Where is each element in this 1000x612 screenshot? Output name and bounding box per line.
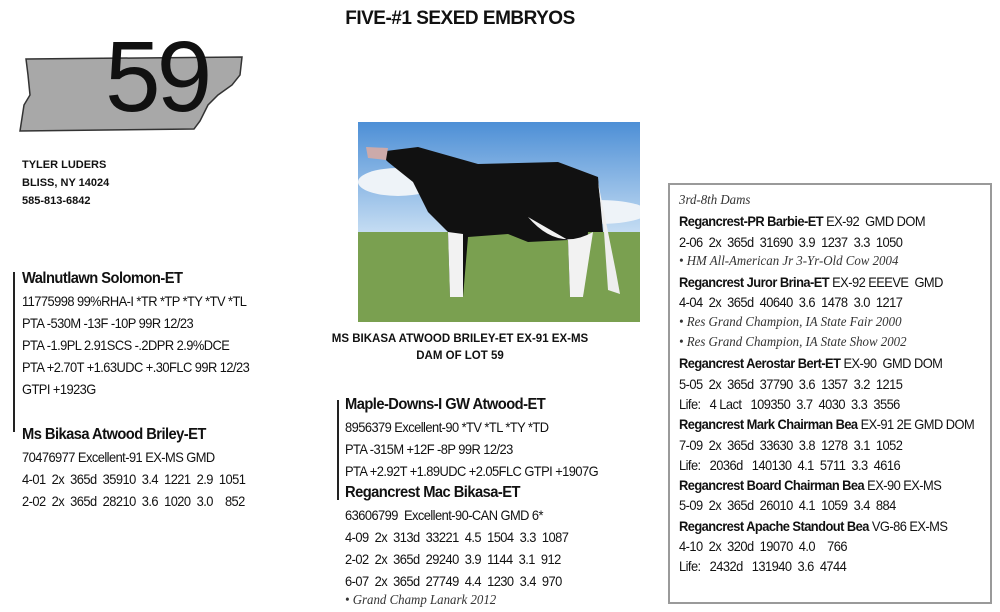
dam-sire-block: Maple-Downs-I GW Atwood-ET 8956379 Excel… [345, 394, 620, 610]
dam-row-name: Regancrest Mark Chairman Bea EX-91 2E GM… [679, 414, 975, 434]
dam-record: 4-10 2x 320d 19070 4.0 766 [679, 538, 848, 555]
dam-row-name: Regancrest Juror Brina-ET EX-92 EEEVE GM… [679, 272, 965, 292]
sire-line: PTA +2.70T +1.63UDC +.30FLC 99R 12/23 [22, 359, 250, 375]
page-title: FIVE-#1 SEXED EMBRYOS [345, 8, 575, 29]
dam-classification: EX-90 GMD DOM [840, 355, 943, 372]
dam-award: • Res Grand Champion, IA State Show 2002 [679, 335, 907, 351]
dam-record: 2-06 2x 365d 31690 3.9 1237 3.3 1050 [679, 233, 903, 250]
grand-dam-line: 63606799 Excellent-90-CAN GMD 6* [345, 507, 544, 523]
dam-name: Regancrest Apache Standout Bea [679, 517, 869, 534]
dam-name: Regancrest Aerostar Bert-ET [679, 355, 841, 372]
sire-line: GTPI +1923G [22, 381, 96, 397]
dam-line: 2-02 2x 365d 28210 3.6 1020 3.0 852 [22, 493, 245, 509]
photo-caption: MS BIKASA ATWOOD BRILEY-ET EX-91 EX-MS D… [330, 331, 590, 365]
dam-record: Life: 2432d 131940 3.6 4744 [679, 558, 847, 575]
sire-name: Walnutlawn Solomon-ET [22, 270, 183, 287]
tennessee-state-icon [19, 56, 243, 132]
dam-classification: VG-86 EX-MS [868, 517, 948, 534]
dam-record: 5-05 2x 365d 37790 3.6 1357 3.2 1215 [679, 375, 903, 392]
pedigree-bracket [337, 400, 339, 500]
dam-name: Regancrest Board Chairman Bea [679, 477, 865, 494]
grand-dam-name: Regancrest Mac Bikasa-ET [345, 484, 520, 501]
cow-photo [358, 122, 640, 322]
sire-block: Walnutlawn Solomon-ET 11775998 99%RHA-I … [22, 268, 269, 400]
sire-line: 11775998 99%RHA-I *TR *TP *TY *TV *TL [22, 293, 247, 309]
dam-award: • HM All-American Jr 3-Yr-Old Cow 2004 [679, 253, 899, 269]
grand-dam-line: 2-02 2x 365d 29240 3.9 1144 3.1 912 [345, 551, 561, 567]
grand-dam-line: 6-07 2x 365d 27749 4.4 1230 3.4 970 [345, 573, 562, 589]
dam-classification: EX-90 EX-MS [864, 477, 942, 494]
dam-classification: EX-92 GMD DOM [823, 213, 925, 230]
consignor-address: BLISS, NY 14024 [22, 177, 110, 189]
dam-record: 7-09 2x 365d 33630 3.8 1278 3.1 1052 [679, 436, 903, 453]
dam-name: Regancrest Juror Brina-ET [679, 274, 830, 291]
caption-line: MS BIKASA ATWOOD BRILEY-ET EX-91 EX-MS [331, 333, 589, 345]
consignor-phone: 585-813-6842 [22, 195, 91, 207]
dam-row-name: Regancrest-PR Barbie-ET EX-92 GMD DOM [679, 211, 965, 231]
dam-classification: EX-91 2E GMD DOM [857, 416, 975, 433]
sire-line: PTA -530M -13F -10P 99R 12/23 [22, 315, 194, 331]
grand-dam-line: 4-09 2x 313d 33221 4.5 1504 3.3 1087 [345, 529, 569, 545]
dam-record: 5-09 2x 365d 26010 4.1 1059 3.4 884 [679, 497, 896, 514]
dam-block: Ms Bikasa Atwood Briley-ET 70476977 Exce… [22, 424, 265, 512]
dam-name: Regancrest Mark Chairman Bea [679, 416, 858, 433]
lot-number: 59 [105, 21, 212, 133]
dam-sire-line: 8956379 Excellent-90 *TV *TL *TY *TD [345, 419, 549, 435]
consignor-info: TYLER LUDERS BLISS, NY 14024 585-813-684… [22, 156, 109, 210]
dam-classification: EX-92 EEEVE GMD [829, 274, 943, 291]
dam-line: 70476977 Excellent-91 EX-MS GMD [22, 449, 215, 465]
caption-line: DAM OF LOT 59 [416, 350, 504, 362]
dam-name: Ms Bikasa Atwood Briley-ET [22, 426, 206, 443]
consignor-name: TYLER LUDERS [22, 159, 107, 171]
dam-sire-name: Maple-Downs-I GW Atwood-ET [345, 396, 546, 413]
dam-record: 4-04 2x 365d 40640 3.6 1478 3.0 1217 [679, 294, 903, 311]
dam-record: Life: 2036d 140130 4.1 5711 3.3 4616 [679, 456, 901, 473]
sire-line: PTA -1.9PL 2.91SCS -.2DPR 2.9%DCE [22, 337, 230, 353]
pedigree-bracket [13, 272, 15, 432]
dams-box: 3rd-8th Dams Regancrest-PR Barbie-ET EX-… [668, 183, 992, 604]
dam-line: 4-01 2x 365d 35910 3.4 1221 2.9 1051 [22, 471, 246, 487]
dam-sire-line: PTA +2.92T +1.89UDC +2.05FLC GTPI +1907G [345, 463, 599, 479]
dam-row-name: Regancrest Board Chairman Bea EX-90 EX-M… [679, 475, 965, 495]
dam-sire-line: PTA -315M +12F -8P 99R 12/23 [345, 441, 513, 457]
dam-record: Life: 4 Lact 109350 3.7 4030 3.3 3556 [679, 395, 900, 412]
dam-row-name: Regancrest Apache Standout Bea VG-86 EX-… [679, 516, 965, 536]
dam-award: • Res Grand Champion, IA State Fair 2000 [679, 314, 902, 330]
grand-dam-award: • Grand Champ Lanark 2012 [345, 593, 497, 608]
dam-row-name: Regancrest Aerostar Bert-ET EX-90 GMD DO… [679, 353, 965, 373]
dams-heading: 3rd-8th Dams [679, 193, 751, 208]
dam-name: Regancrest-PR Barbie-ET [679, 213, 824, 230]
